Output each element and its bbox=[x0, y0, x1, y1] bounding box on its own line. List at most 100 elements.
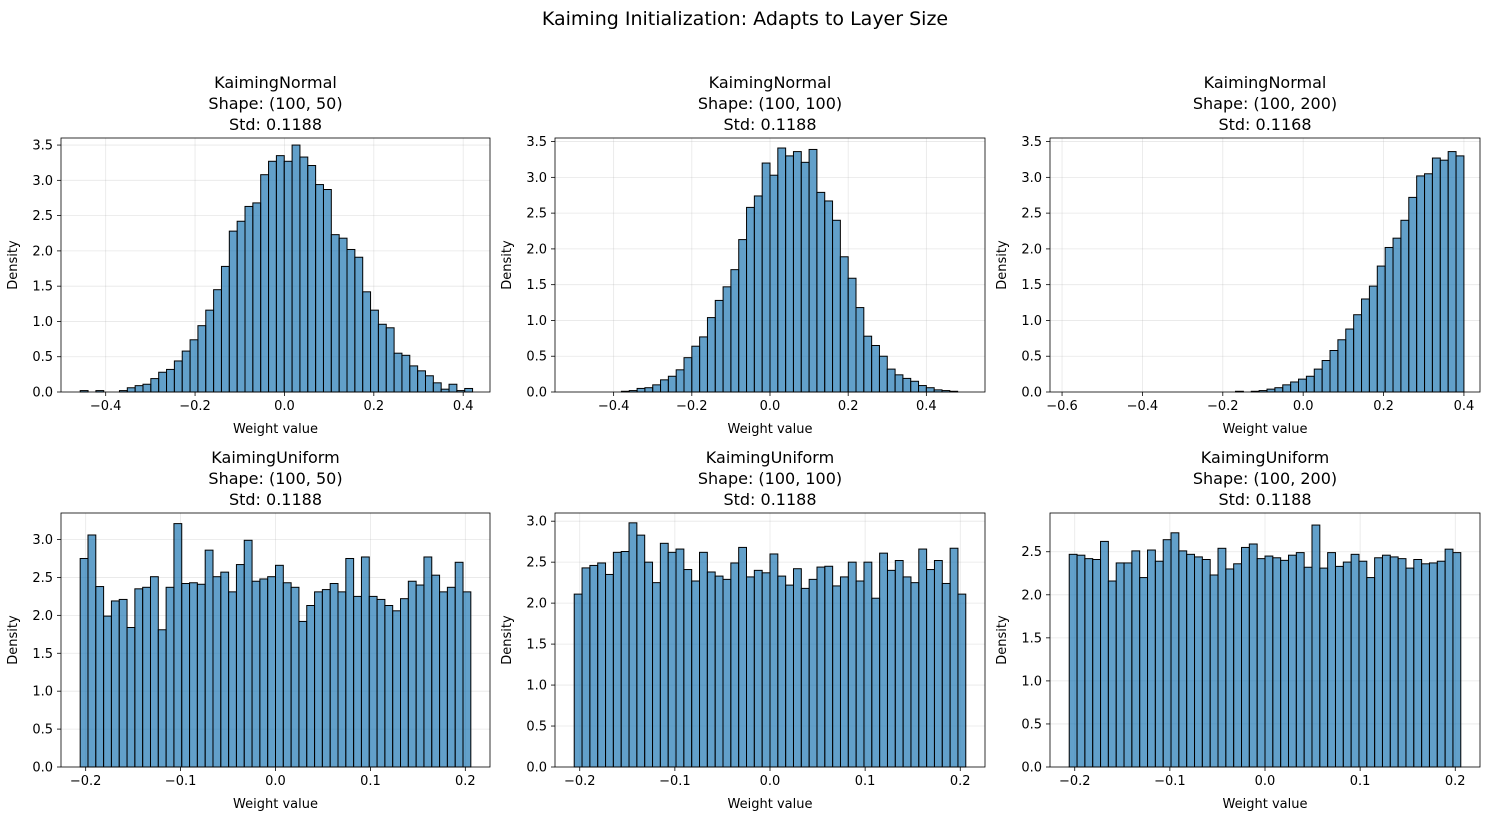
histogram-bar bbox=[871, 344, 880, 393]
histogram-bar bbox=[1368, 285, 1378, 393]
x-tick-label: −0.6 bbox=[1046, 399, 1078, 414]
histogram-bar bbox=[1280, 559, 1289, 768]
histogram-bar bbox=[362, 291, 372, 393]
histogram-bar bbox=[1345, 328, 1355, 393]
y-tick-label: 3.0 bbox=[526, 171, 547, 186]
y-tick-label: 1.0 bbox=[526, 679, 547, 694]
histogram-bar bbox=[354, 256, 364, 393]
y-tick-label: 3.0 bbox=[1021, 171, 1042, 186]
histogram-bar bbox=[1115, 562, 1125, 768]
subplot-title-line: KaimingNormal bbox=[214, 73, 337, 92]
histogram-bar bbox=[1361, 298, 1370, 393]
histogram-bar bbox=[1303, 566, 1313, 768]
histogram-bar bbox=[652, 384, 662, 393]
histogram-bar bbox=[863, 335, 873, 393]
histogram-bar bbox=[769, 174, 779, 393]
histogram-bar bbox=[878, 355, 888, 393]
histogram-bar bbox=[957, 593, 967, 768]
histogram-bar bbox=[1455, 155, 1465, 393]
histogram-bar bbox=[1107, 580, 1117, 768]
histogram-bar bbox=[1290, 381, 1300, 393]
y-tick-label: 2.0 bbox=[32, 244, 53, 259]
histogram-bar bbox=[1342, 561, 1352, 768]
x-tick-label: 0.0 bbox=[1293, 399, 1314, 414]
histogram-bar bbox=[1431, 157, 1441, 393]
histogram-bar bbox=[1217, 547, 1227, 768]
histogram-bar bbox=[1321, 360, 1331, 393]
histogram-bar bbox=[620, 551, 630, 768]
histogram-bar bbox=[189, 582, 198, 768]
histogram-bar bbox=[423, 556, 433, 768]
histogram-bar bbox=[1131, 550, 1141, 768]
histogram-bar bbox=[1327, 552, 1336, 768]
x-tick-label: −0.2 bbox=[1207, 399, 1239, 414]
subplot-title-line: Shape: (100, 200) bbox=[1193, 94, 1337, 113]
x-tick-label: 0.0 bbox=[274, 399, 295, 414]
histogram-bar bbox=[792, 568, 802, 768]
histogram-bar bbox=[329, 583, 339, 768]
histogram-bar bbox=[173, 360, 183, 393]
histogram-bar bbox=[918, 385, 927, 393]
histogram-bar bbox=[79, 557, 89, 768]
histogram-bar bbox=[659, 542, 669, 768]
y-tick-label: 0.5 bbox=[1021, 717, 1042, 732]
histogram-bar bbox=[1319, 567, 1329, 768]
histogram-bar bbox=[573, 593, 583, 768]
subplot-2: −0.4 −0.2 0.0 0.2 0.4 0.0 0.5 1.0 1.5 2.0 2.5 3.0 3.… bbox=[500, 73, 986, 437]
y-tick-label: 0.0 bbox=[526, 761, 547, 776]
histogram-bar bbox=[275, 564, 284, 768]
histogram-bar bbox=[699, 551, 708, 768]
histogram-bar bbox=[675, 548, 685, 768]
histogram-bar bbox=[1194, 556, 1203, 768]
histogram-bar bbox=[886, 368, 896, 393]
histogram-bar bbox=[1274, 387, 1284, 393]
histogram-bar bbox=[1405, 567, 1415, 768]
histogram-bar bbox=[291, 144, 301, 393]
histogram-bar bbox=[1154, 560, 1164, 768]
histogram-bar bbox=[1287, 554, 1297, 768]
y-tick-label: 1.5 bbox=[32, 280, 53, 295]
histogram-bar bbox=[204, 549, 214, 768]
y-tick-label: 2.5 bbox=[526, 556, 547, 571]
subplot-title-line: Std: 0.1188 bbox=[1218, 490, 1311, 509]
histogram-bar bbox=[1139, 577, 1149, 768]
y-tick-label: 1.5 bbox=[1021, 631, 1042, 646]
histogram-bar bbox=[1350, 553, 1360, 768]
histogram-bar bbox=[777, 147, 787, 393]
histogram-bar bbox=[1233, 563, 1243, 768]
histogram-bar bbox=[299, 156, 309, 393]
y-tick-label: 2.0 bbox=[32, 609, 53, 624]
histogram-bar bbox=[212, 576, 222, 768]
histogram-bar bbox=[730, 562, 740, 768]
subplot-title-line: Shape: (100, 200) bbox=[1193, 469, 1337, 488]
histogram-bar bbox=[1428, 562, 1438, 768]
histogram-bar bbox=[1421, 563, 1430, 768]
histogram-bar bbox=[1295, 552, 1305, 768]
subplot-title-line: Std: 0.1188 bbox=[723, 115, 816, 134]
histogram-bar bbox=[706, 571, 716, 768]
x-tick-label: −0.2 bbox=[564, 774, 596, 789]
histogram-bar bbox=[753, 195, 763, 393]
histogram-bar bbox=[1424, 173, 1433, 393]
histogram-bar bbox=[808, 148, 818, 393]
y-tick-label: 0.0 bbox=[526, 386, 547, 401]
y-tick-label: 1.0 bbox=[526, 314, 547, 329]
histogram-bar bbox=[1366, 577, 1376, 768]
histogram-bar bbox=[863, 561, 873, 768]
y-tick-label: 3.0 bbox=[32, 533, 53, 548]
histogram-bar bbox=[376, 598, 386, 768]
histogram-bar bbox=[228, 230, 238, 393]
histogram-bar bbox=[392, 610, 402, 768]
y-axis-label: Density bbox=[995, 240, 1010, 290]
histogram-bar bbox=[290, 586, 300, 768]
y-tick-label: 1.5 bbox=[526, 638, 547, 653]
x-tick-label: 0.0 bbox=[1255, 774, 1276, 789]
histogram-bar bbox=[368, 595, 378, 768]
histogram-bar bbox=[158, 371, 168, 393]
histogram-bar bbox=[87, 534, 97, 768]
histogram-bar bbox=[1123, 562, 1133, 768]
histogram-bar bbox=[1447, 151, 1457, 393]
x-tick-label: −0.1 bbox=[1154, 774, 1186, 789]
histogram-bar bbox=[746, 576, 755, 768]
subplot-1: −0.4 −0.2 0.0 0.2 0.4 0.0 0.5 1.0 1.5 2.0 2.5 3.0 3.… bbox=[6, 73, 491, 437]
